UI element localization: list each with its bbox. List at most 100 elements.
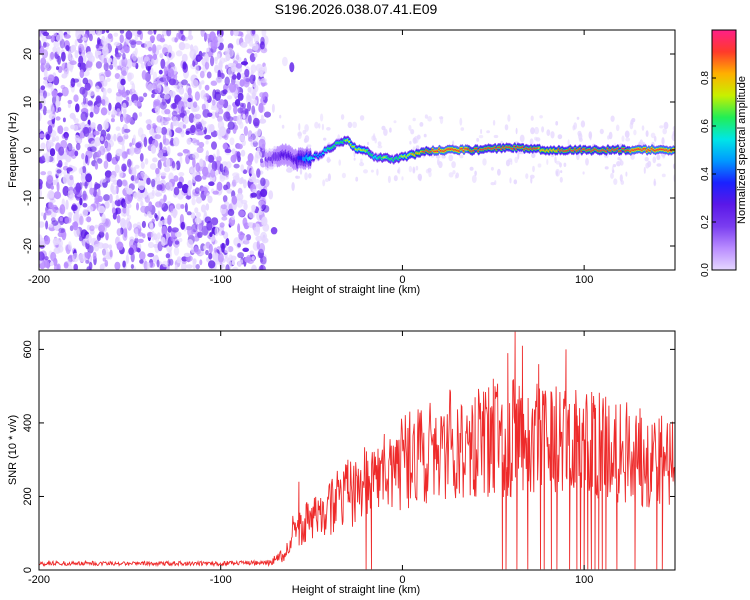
noise-blob (122, 102, 127, 113)
noise-blob (191, 197, 196, 206)
noise-blob (121, 126, 125, 135)
noise-blob (243, 235, 247, 241)
spectrogram-xtick-label: 100 (575, 274, 593, 286)
noise-blob (109, 64, 114, 70)
noise-blob (409, 140, 412, 145)
noise-blob (172, 79, 179, 86)
noise-blob (559, 176, 563, 183)
noise-blob (115, 148, 124, 157)
noise-blob (147, 83, 154, 92)
noise-blob (376, 168, 379, 176)
noise-blob (158, 149, 166, 154)
noise-blob (80, 172, 87, 183)
noise-blob (153, 30, 157, 35)
noise-blob (82, 103, 88, 109)
noise-blob (119, 30, 125, 34)
noise-blob (132, 134, 137, 145)
noise-blob (139, 153, 144, 162)
noise-blob (534, 126, 540, 135)
noise-blob (56, 66, 59, 71)
noise-blob (138, 172, 145, 179)
noise-blob (43, 90, 47, 99)
noise-blob (101, 99, 106, 106)
noise-blob (126, 58, 133, 69)
noise-blob (139, 251, 146, 261)
colorbar-tick-label: 0.4 (700, 167, 711, 181)
noise-blob (228, 254, 233, 262)
noise-blob (156, 184, 163, 191)
noise-blob (155, 214, 159, 222)
noise-blob (75, 103, 80, 113)
noise-blob (176, 256, 182, 264)
noise-blob (154, 134, 162, 140)
noise-blob (39, 221, 45, 228)
noise-blob (250, 192, 257, 198)
noise-blob (423, 133, 427, 138)
noise-blob (258, 242, 266, 254)
noise-blob (74, 134, 80, 142)
noise-blob (211, 160, 218, 172)
noise-blob (255, 235, 263, 242)
noise-blob (297, 132, 302, 137)
noise-blob (241, 139, 246, 146)
noise-blob (557, 134, 563, 140)
noise-blob (279, 114, 282, 119)
noise-blob (556, 170, 558, 177)
noise-blob (141, 220, 146, 229)
noise-blob (135, 142, 142, 149)
noise-blob (257, 128, 261, 137)
noise-blob (140, 205, 148, 213)
noise-blob (102, 79, 108, 87)
noise-blob (204, 172, 212, 178)
snr-ytick-label: 600 (22, 340, 34, 358)
noise-blob (186, 137, 192, 145)
noise-blob (116, 214, 121, 224)
noise-blob (70, 77, 76, 88)
noise-blob (255, 184, 262, 189)
noise-blob (599, 128, 604, 135)
noise-blob (200, 89, 206, 100)
noise-blob (125, 30, 133, 40)
noise-blob (360, 158, 363, 164)
noise-blob (661, 137, 665, 146)
noise-blob (323, 137, 327, 141)
noise-blob (67, 212, 73, 217)
noise-blob (237, 187, 243, 195)
spectrogram-x-axis: -200 -100 0 100 (28, 30, 593, 286)
noise-blob (616, 161, 621, 167)
noise-blob (138, 180, 146, 191)
noise-blob (130, 81, 134, 86)
noise-blob (53, 264, 60, 270)
noise-blob (135, 40, 143, 45)
noise-blob (175, 203, 182, 210)
noise-blob (102, 247, 109, 258)
noise-blob (245, 113, 250, 124)
spectrogram-ytick-label: -10 (22, 190, 34, 206)
noise-blob (298, 123, 301, 131)
colorbar-label: Normalized spectral amplitude (736, 76, 748, 224)
noise-blob (48, 223, 54, 228)
noise-blob (63, 170, 67, 176)
noise-blob (320, 113, 324, 122)
snr-xtick-label: 0 (399, 574, 405, 586)
noise-blob (101, 243, 109, 249)
noise-blob (53, 32, 57, 37)
noise-blob (227, 116, 234, 122)
noise-blob (251, 204, 257, 211)
noise-blob (127, 158, 132, 168)
noise-blob (222, 195, 228, 203)
noise-blob (438, 116, 444, 120)
noise-blob (81, 36, 87, 41)
noise-blob (253, 84, 259, 93)
noise-blob (50, 51, 55, 60)
noise-blob (50, 103, 54, 114)
noise-blob (227, 67, 233, 76)
noise-blob (99, 263, 105, 270)
noise-blob (264, 111, 271, 118)
noise-blob (221, 242, 225, 253)
noise-blob (87, 127, 92, 134)
noise-blob (106, 133, 111, 141)
noise-blob (643, 166, 646, 174)
colorbar-axis: 0.0 0.2 0.4 0.6 0.8 (700, 71, 716, 277)
noise-blob (230, 30, 234, 36)
